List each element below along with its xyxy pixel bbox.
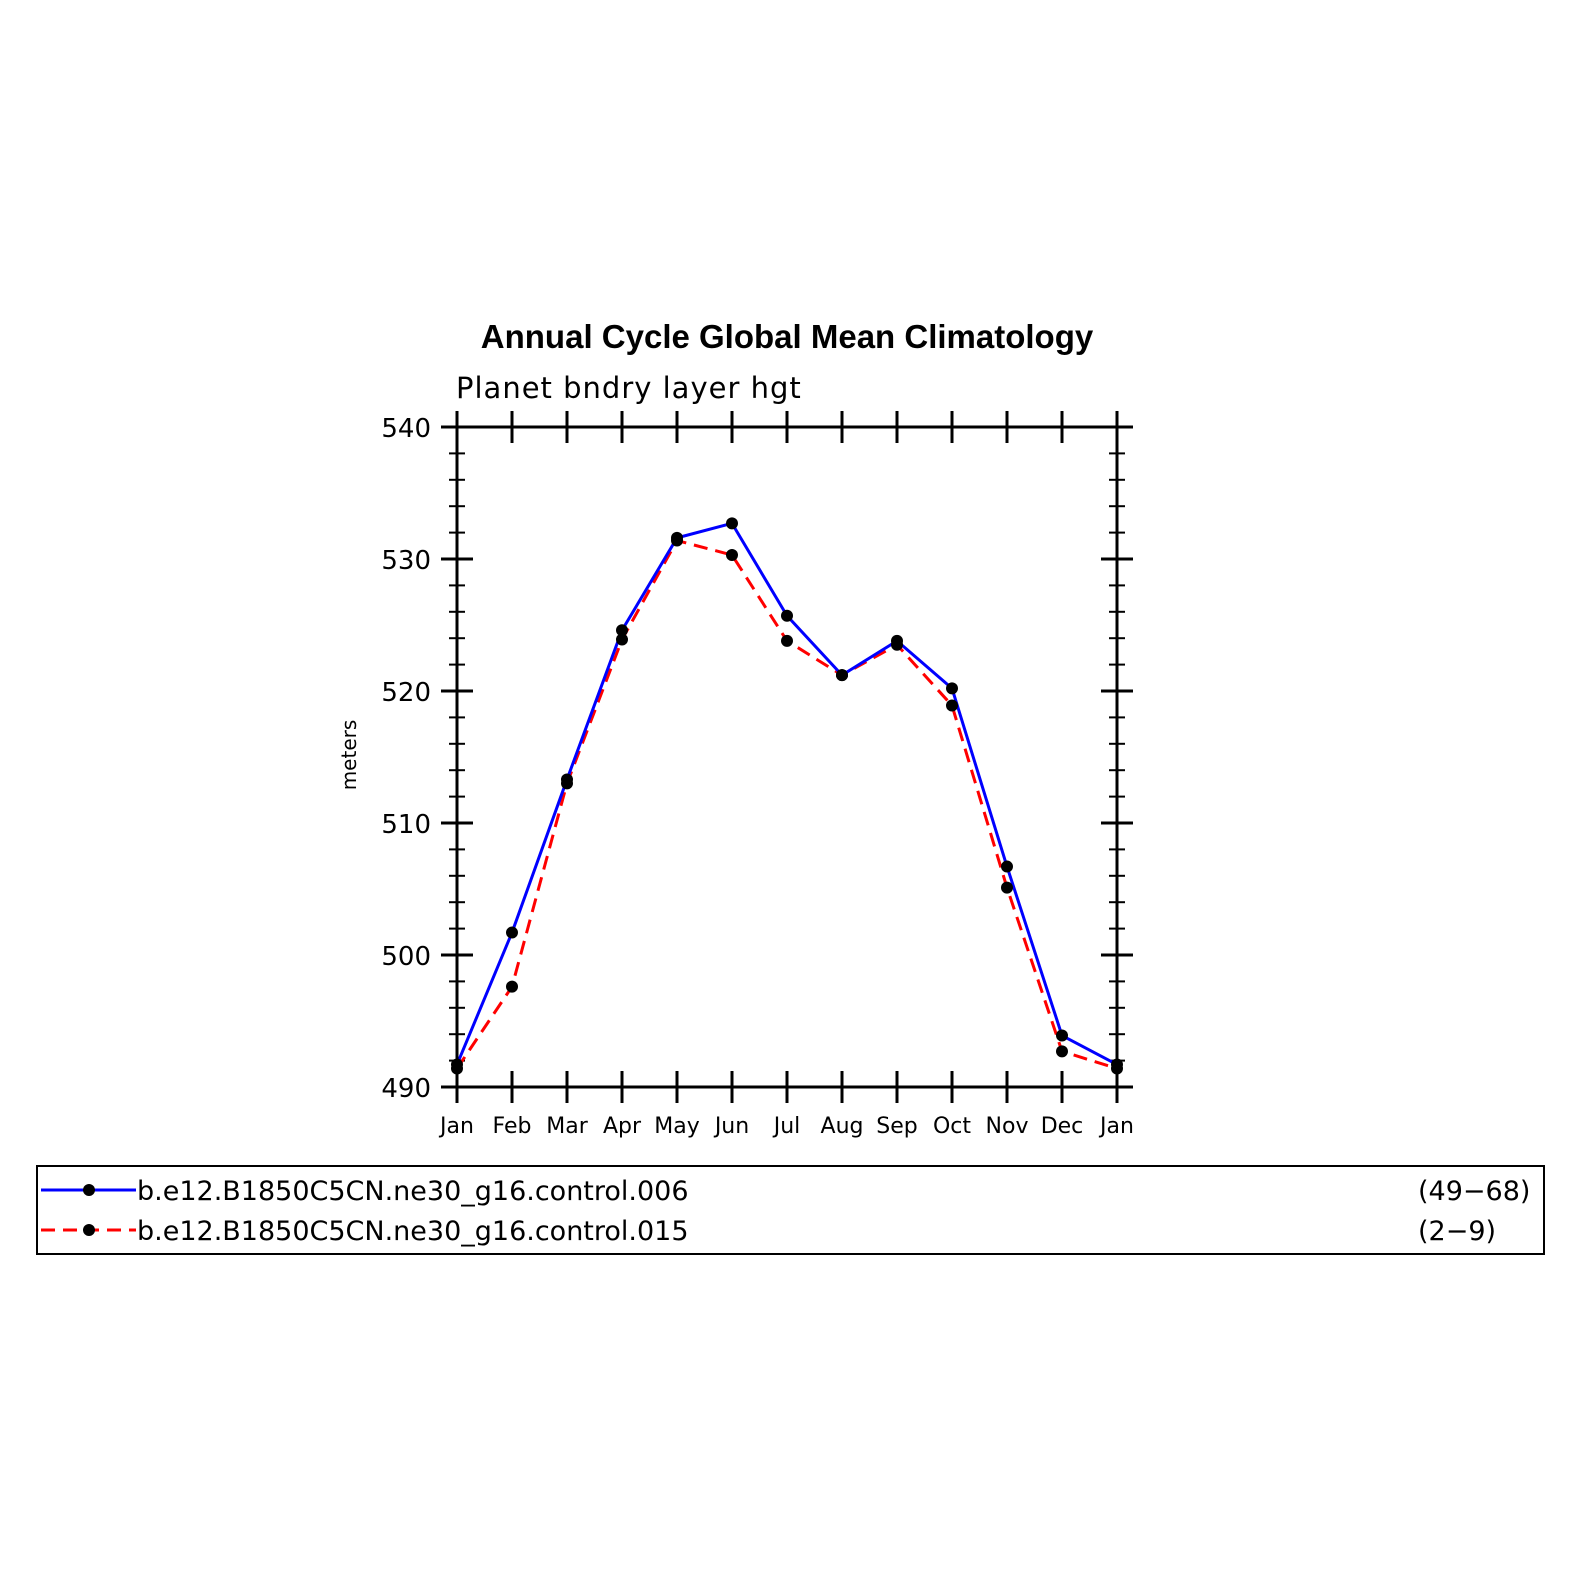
series-line bbox=[455, 521, 1118, 1066]
data-point bbox=[616, 624, 628, 637]
data-point bbox=[1056, 1045, 1068, 1058]
x-tick-label: Nov bbox=[986, 1114, 1029, 1139]
x-tick-label: Apr bbox=[603, 1114, 642, 1139]
legend-marker bbox=[83, 1184, 95, 1196]
legend-years: (49−68) bbox=[1418, 1176, 1530, 1207]
data-point bbox=[891, 638, 903, 651]
data-point bbox=[726, 517, 738, 530]
x-tick-label: Jul bbox=[772, 1114, 801, 1139]
y-tick-label: 530 bbox=[381, 546, 431, 576]
data-point bbox=[1056, 1029, 1068, 1042]
y-tick-label: 500 bbox=[381, 942, 431, 972]
axis-ticks bbox=[441, 411, 1133, 1103]
data-point bbox=[616, 633, 628, 646]
data-point bbox=[561, 777, 573, 790]
data-point bbox=[726, 549, 738, 562]
x-tick-label: Feb bbox=[493, 1114, 532, 1139]
x-tick-label: Aug bbox=[821, 1114, 864, 1139]
y-tick-label: 490 bbox=[381, 1074, 431, 1104]
x-tick-label: Jan bbox=[438, 1114, 474, 1139]
legend-box bbox=[36, 1165, 1545, 1255]
data-point bbox=[946, 682, 958, 695]
legend-label: b.e12.B1850C5CN.ne30_g16.control.006 bbox=[137, 1176, 689, 1207]
x-tick-label: May bbox=[654, 1114, 699, 1139]
chart-subtitle: Planet bndry layer hgt bbox=[456, 371, 802, 405]
y-axis-label: meters bbox=[337, 720, 361, 791]
data-point bbox=[781, 634, 793, 647]
data-point bbox=[781, 609, 793, 622]
data-point bbox=[671, 534, 683, 547]
legend-label: b.e12.B1850C5CN.ne30_g16.control.015 bbox=[137, 1216, 689, 1247]
data-point bbox=[1001, 881, 1013, 894]
legend: b.e12.B1850C5CN.ne30_g16.control.006 (49−… bbox=[36, 1165, 1545, 1255]
y-tick-label: 520 bbox=[381, 678, 431, 708]
data-point bbox=[1001, 860, 1013, 873]
data-point bbox=[836, 669, 848, 682]
x-tick-label: Mar bbox=[546, 1114, 588, 1139]
x-tick-label: Sep bbox=[876, 1114, 917, 1139]
data-point bbox=[506, 926, 518, 939]
series-layer bbox=[451, 517, 1123, 1075]
data-point bbox=[946, 699, 958, 712]
legend-years: (2−9) bbox=[1418, 1216, 1496, 1247]
data-point bbox=[506, 980, 518, 993]
y-tick-label: 510 bbox=[381, 810, 431, 840]
x-tick-label: Oct bbox=[933, 1114, 971, 1139]
y-tick-label: 540 bbox=[381, 414, 431, 444]
x-tick-label: Jun bbox=[713, 1114, 749, 1139]
x-tick-label: Jan bbox=[1098, 1114, 1134, 1139]
legend-marker bbox=[83, 1224, 95, 1236]
plot-frame bbox=[455, 425, 1119, 1089]
tick-labels: Jan Feb Mar Apr May Jun Jul Aug Sep Oct Nov Dec Jan 4… bbox=[381, 414, 1134, 1139]
x-tick-label: Dec bbox=[1041, 1114, 1084, 1139]
chart-title: Annual Cycle Global Mean Climatology bbox=[481, 318, 1094, 355]
